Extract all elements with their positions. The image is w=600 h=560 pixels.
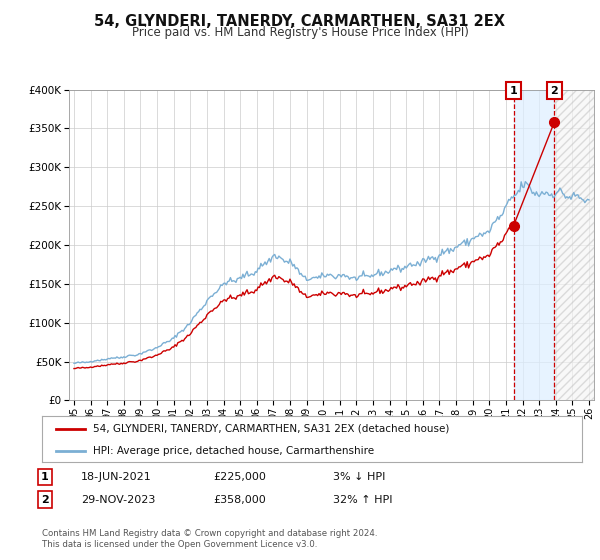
- Text: 2: 2: [41, 494, 49, 505]
- Text: £225,000: £225,000: [213, 472, 266, 482]
- Text: 18-JUN-2021: 18-JUN-2021: [81, 472, 152, 482]
- Text: 1: 1: [41, 472, 49, 482]
- Text: 2: 2: [550, 86, 558, 96]
- Text: £358,000: £358,000: [213, 494, 266, 505]
- Text: 54, GLYNDERI, TANERDY, CARMARTHEN, SA31 2EX (detached house): 54, GLYNDERI, TANERDY, CARMARTHEN, SA31 …: [94, 424, 449, 434]
- Text: HPI: Average price, detached house, Carmarthenshire: HPI: Average price, detached house, Carm…: [94, 446, 374, 455]
- Text: 1: 1: [510, 86, 517, 96]
- Text: Price paid vs. HM Land Registry's House Price Index (HPI): Price paid vs. HM Land Registry's House …: [131, 26, 469, 39]
- Text: 29-NOV-2023: 29-NOV-2023: [81, 494, 155, 505]
- Bar: [554, 90, 594, 400]
- Text: Contains HM Land Registry data © Crown copyright and database right 2024.
This d: Contains HM Land Registry data © Crown c…: [42, 529, 377, 549]
- Bar: [514, 90, 554, 400]
- Text: 3% ↓ HPI: 3% ↓ HPI: [333, 472, 385, 482]
- Bar: [554, 90, 594, 400]
- Text: 54, GLYNDERI, TANERDY, CARMARTHEN, SA31 2EX: 54, GLYNDERI, TANERDY, CARMARTHEN, SA31 …: [95, 14, 505, 29]
- Text: 32% ↑ HPI: 32% ↑ HPI: [333, 494, 392, 505]
